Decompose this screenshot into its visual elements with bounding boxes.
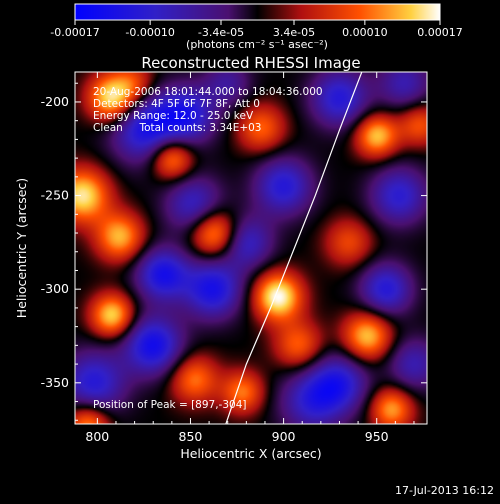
colorbar-ticks: -0.00017 -0.00010 -3.4e-05 3.4e-05 0.00010 0.… (50, 20, 463, 39)
y-tick-label: -300 (41, 281, 69, 296)
plot-frame (74, 71, 428, 425)
colorbar-tick-label: 0.00017 (417, 26, 463, 39)
y-tick-label: -350 (41, 375, 69, 390)
x-axis-label: Heliocentric X (arcsec) (180, 446, 321, 461)
colorbar-unit-label: (photons cm⁻² s⁻¹ asec⁻²) (186, 38, 328, 51)
colorbar-tick-label: -0.00010 (125, 26, 174, 39)
solar-limb-curve (225, 72, 363, 424)
colorbar: -0.00017 -0.00010 -3.4e-05 3.4e-05 0.00010 0.… (50, 3, 463, 51)
x-tick-label: 900 (272, 429, 296, 444)
annotation-energy-range: Energy Range: 12.0 - 25.0 keV (93, 110, 254, 122)
y-tick-label: -200 (41, 94, 69, 109)
colorbar-tick-label: 3.4e-05 (273, 26, 315, 39)
colorbar-gradient (74, 3, 441, 21)
x-tick-label: 850 (179, 429, 203, 444)
annotation-peak-position: Position of Peak = [897,-304] (93, 399, 247, 411)
x-tick-label: 950 (365, 429, 389, 444)
footer-timestamp: 17-Jul-2013 16:12 (395, 484, 494, 497)
annotation-clean-counts: Clean Total counts: 3.34E+03 (93, 122, 262, 134)
x-tick-label: 800 (85, 429, 109, 444)
chart-title: Reconstructed RHESSI Image (141, 54, 360, 72)
colorbar-tick-label: 0.00010 (342, 26, 388, 39)
axis-ticks: 800 850 900 950 -200 -250 -300 -350 (41, 72, 427, 444)
heatmap-image (75, 72, 427, 424)
annotation-time-range: 20-Aug-2006 18:01:44.000 to 18:04:36.000 (93, 86, 323, 98)
annotations: 20-Aug-2006 18:01:44.000 to 18:04:36.000… (93, 86, 323, 411)
plot-area: 800 850 900 950 -200 -250 -300 -350 (41, 71, 428, 444)
colorbar-tick-label: -3.4e-05 (198, 26, 244, 39)
colorbar-tick-label: -0.00017 (50, 26, 99, 39)
y-tick-label: -250 (41, 188, 69, 203)
y-axis-label: Heliocentric Y (arcsec) (14, 178, 29, 318)
annotation-detectors: Detectors: 4F 5F 6F 7F 8F, Att 0 (93, 98, 260, 110)
